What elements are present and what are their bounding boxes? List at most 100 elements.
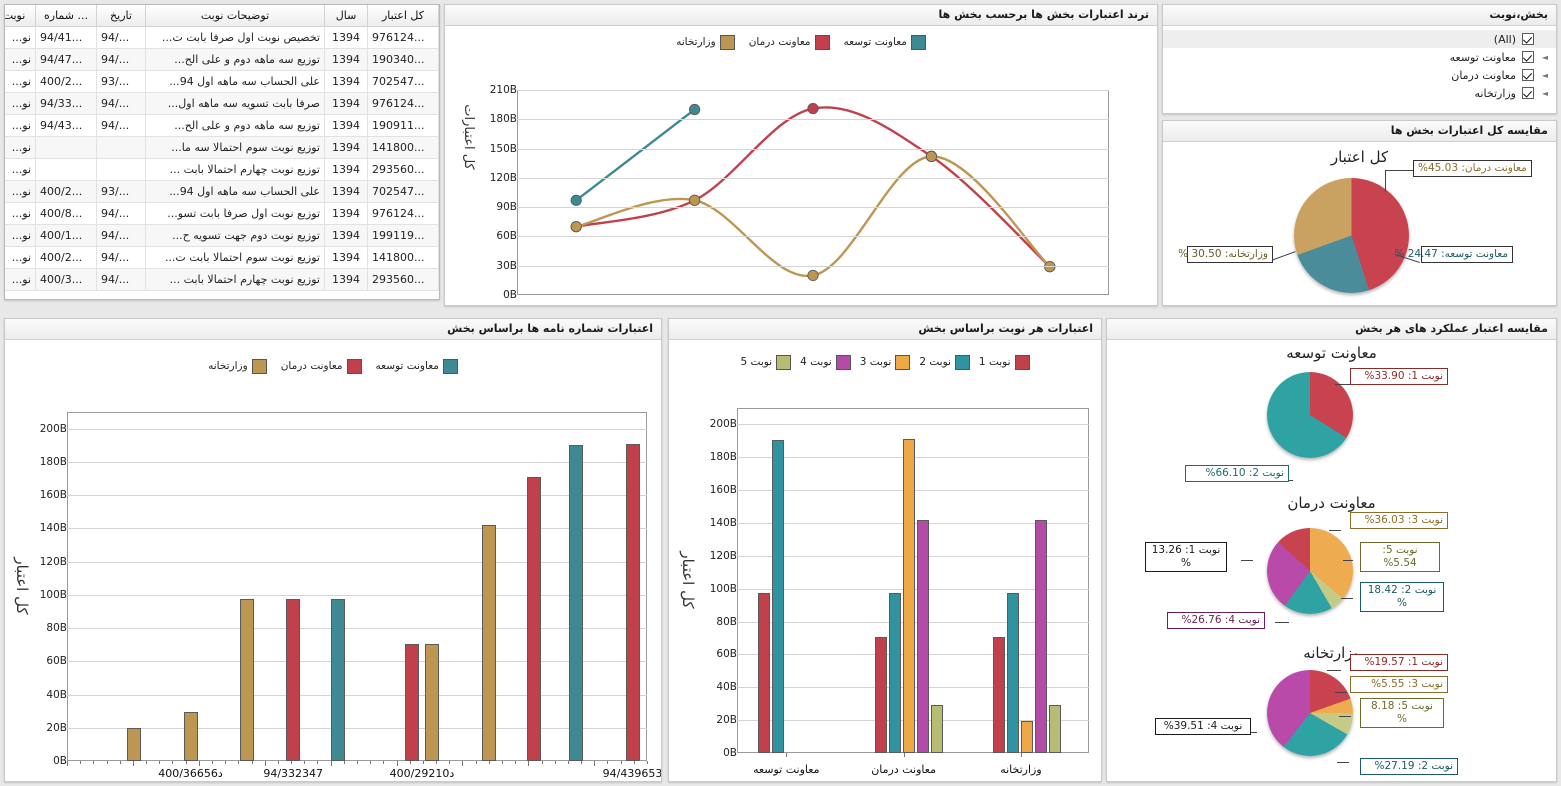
- pie-graphic-0[interactable]: [1267, 372, 1353, 458]
- table-header-number[interactable]: ... شماره: [35, 5, 97, 27]
- table-row[interactable]: 702547... 1394 علی الحساب سه ماهه اول 94..…: [5, 180, 439, 203]
- bar-معاونت توسعه-نوبت 2[interactable]: [772, 440, 785, 753]
- bar-وزارتخانه-نوبت 5[interactable]: [1048, 705, 1061, 753]
- legend-swatch: [814, 34, 830, 50]
- filter-item-label: (All): [1493, 32, 1516, 46]
- bar-9[interactable]: [568, 445, 583, 761]
- filter-item-2[interactable]: ◄ معاونت درمان: [1163, 66, 1556, 84]
- table-header-shift[interactable]: نوبت: [5, 5, 36, 27]
- checkbox[interactable]: [1522, 51, 1534, 63]
- table-row[interactable]: 190340... 1394 توزیع سه ماهه دوم و علی الح…: [5, 48, 439, 71]
- y-axis-tick: 40B: [716, 681, 737, 694]
- bar-1[interactable]: [183, 711, 198, 761]
- bar-2[interactable]: [239, 598, 254, 761]
- chevron-expand-icon[interactable]: ◄: [1541, 52, 1549, 62]
- table-cell-total: 976124...: [367, 92, 439, 115]
- bar-mid-legend: نوبت 1 نوبت 2 نوبت 3 نوبت 4 نوبت 5: [669, 352, 1101, 372]
- data-point[interactable]: [570, 194, 582, 206]
- table-header-date[interactable]: تاریخ: [96, 5, 146, 27]
- bar-8[interactable]: [527, 476, 542, 761]
- table-row[interactable]: 293560... 1394 توزیع نوبت چهارم احتمالا با…: [5, 268, 439, 291]
- bar-وزارتخانه-نوبت 1[interactable]: [992, 637, 1005, 753]
- bar-7[interactable]: [481, 525, 496, 761]
- bar-وزارتخانه-نوبت 2[interactable]: [1006, 592, 1019, 753]
- bar-mid-legend-item-1[interactable]: نوبت 2: [919, 354, 970, 370]
- filter-item-0[interactable]: (All): [1163, 30, 1556, 48]
- table-cell-desc: توزیع سه ماهه دوم و علی الح...: [145, 48, 325, 71]
- legend-swatch: [1014, 354, 1030, 370]
- y-axis-tick: 20B: [716, 714, 737, 727]
- bar-mid-legend-item-2[interactable]: نوبت 3: [860, 354, 911, 370]
- trend-line-panel: ترند اعتبارات بخش ها برحسب بخش ها معاونت…: [444, 4, 1158, 306]
- pie-graphic-2[interactable]: [1267, 670, 1353, 756]
- table-row[interactable]: 293560... 1394 توزیع نوبت چهارم احتمالا با…: [5, 158, 439, 181]
- pie-callout-vezaratkhane-pie-1: نوبت 3: 5.55%: [1350, 676, 1448, 694]
- bar-3[interactable]: [286, 598, 301, 761]
- bar-معاونت درمان-نوبت 1[interactable]: [875, 637, 888, 753]
- checkbox[interactable]: [1522, 33, 1534, 45]
- table-header-total[interactable]: کل اعتبار: [367, 5, 439, 27]
- axis-tick-mark: [159, 761, 161, 764]
- bar-معاونت درمان-نوبت 2[interactable]: [889, 592, 902, 753]
- bar-معاونت درمان-نوبت 4[interactable]: [917, 519, 930, 753]
- total-credit-pie-panel: مقایسه کل اعتبارات بخش ها کل اعتبار معاو…: [1162, 120, 1557, 306]
- filter-item-3[interactable]: ◄ وزارتخانه: [1163, 84, 1556, 102]
- bar-mid-legend-item-0[interactable]: نوبت 1: [979, 354, 1030, 370]
- bar-mid-legend-item-3[interactable]: نوبت 4: [800, 354, 851, 370]
- table-row[interactable]: 702547... 1394 علی الحساب سه ماهه اول 94..…: [5, 70, 439, 93]
- axis-tick-mark: [277, 761, 279, 764]
- chevron-expand-icon[interactable]: ◄: [1541, 88, 1549, 98]
- table-row[interactable]: 190911... 1394 توزیع سه ماهه دوم و علی الح…: [5, 114, 439, 137]
- y-axis-tick: 80B: [46, 622, 67, 635]
- shift-by-section-bar-panel: اعتبارات هر نوبت براساس بخش نوبت 1 نوبت 2…: [668, 318, 1102, 782]
- bar-left-legend-item-0[interactable]: معاونت توسعه: [376, 358, 458, 374]
- bar-0[interactable]: [126, 727, 141, 761]
- checkbox[interactable]: [1522, 69, 1534, 81]
- table-row[interactable]: 199119... 1394 توزیع نوبت دوم جهت تسویه ح.…: [5, 224, 439, 247]
- bar-6[interactable]: [425, 643, 440, 761]
- checkbox[interactable]: [1522, 87, 1534, 99]
- pie-section-0: معاونت توسعه نوبت 1: 33.90% نوبت 2: 66.10%: [1107, 340, 1556, 490]
- data-point[interactable]: [570, 221, 582, 233]
- bar-معاونت توسعه-نوبت 1[interactable]: [758, 592, 771, 753]
- credits-table-panel: کل اعتبار سال توضیحات نوبت تاریخ... شماره نو…: [4, 4, 440, 300]
- table-header-desc[interactable]: توضیحات نوبت: [145, 5, 325, 27]
- bar-mid-legend-item-4[interactable]: نوبت 5: [740, 354, 792, 370]
- bar-وزارتخانه-نوبت 4[interactable]: [1034, 519, 1047, 753]
- filter-item-1[interactable]: ◄ معاونت توسعه: [1163, 48, 1556, 66]
- table-row[interactable]: 976124... 1394 صرفا بابت تسویه سه ماهه اول…: [5, 92, 439, 115]
- table-cell-year: 1394: [324, 268, 368, 291]
- bar-وزارتخانه-نوبت 3[interactable]: [1020, 720, 1033, 753]
- table-header-year[interactable]: سال: [324, 5, 368, 27]
- table-row[interactable]: 976124... 1394 تخصیص نوبت اول صرفا بابت ت.…: [5, 26, 439, 49]
- panel-title-bar-mid: اعتبارات هر نوبت براساس بخش: [669, 319, 1101, 340]
- gridline: [67, 561, 647, 563]
- bar-5[interactable]: [404, 643, 419, 761]
- leader-line: [1385, 170, 1413, 171]
- bar-left-legend-item-1[interactable]: معاونت درمان: [281, 358, 362, 374]
- bar-4[interactable]: [331, 598, 346, 761]
- bar-10[interactable]: [625, 444, 640, 761]
- section-performance-pies-panel: مقایسه اعتبار عملکرد های هر بخش معاونت ت…: [1106, 318, 1557, 782]
- table-row[interactable]: 141800... 1394 توزیع نوبت سوم احتمالا سه م…: [5, 136, 439, 159]
- data-point[interactable]: [807, 102, 819, 115]
- bar-معاونت درمان-نوبت 3[interactable]: [903, 439, 916, 753]
- table-row[interactable]: 141800... 1394 توزیع نوبت سوم احتمالا بابت…: [5, 246, 439, 269]
- data-point[interactable]: [925, 150, 937, 162]
- credits-table[interactable]: کل اعتبار سال توضیحات نوبت تاریخ... شماره نو…: [5, 5, 439, 291]
- line-legend-item-1[interactable]: معاونت درمان: [749, 34, 830, 50]
- total-credit-pie-chart[interactable]: [1294, 178, 1414, 298]
- line-legend-item-0[interactable]: معاونت توسعه: [844, 34, 926, 50]
- bar-left-legend-item-2[interactable]: وزارتخانه: [208, 358, 267, 374]
- table-row[interactable]: 976124... 1394 توزیع نوبت اول صرفا بابت تس…: [5, 202, 439, 225]
- data-point[interactable]: [807, 269, 819, 282]
- data-point[interactable]: [689, 194, 701, 206]
- chevron-expand-icon[interactable]: ◄: [1541, 70, 1549, 80]
- line-legend-item-2[interactable]: وزارتخانه: [676, 34, 735, 50]
- axis-tick-mark: [581, 761, 583, 764]
- data-point[interactable]: [689, 103, 701, 116]
- pie-graphic-1[interactable]: [1267, 528, 1353, 614]
- pie-graphic[interactable]: [1294, 178, 1409, 293]
- bar-معاونت درمان-نوبت 5[interactable]: [931, 705, 944, 753]
- table-cell-shift: نو...: [5, 26, 36, 49]
